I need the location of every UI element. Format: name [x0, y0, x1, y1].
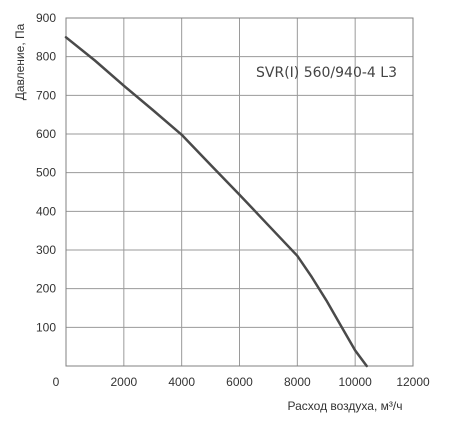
y-tick-label-8: 900 — [36, 11, 56, 25]
y-tick-label-4: 500 — [36, 166, 56, 180]
y-axis-ticks: 100 200 300 400 500 600 700 800 900 — [36, 11, 56, 334]
y-tick-label-5: 600 — [36, 127, 56, 141]
y-tick-label-6: 700 — [36, 88, 56, 102]
x-tick-label-4: 8000 — [284, 375, 311, 389]
x-tick-label-2: 4000 — [168, 375, 195, 389]
chart-grid — [66, 18, 413, 366]
y-axis-label: Давление, Па — [13, 23, 27, 100]
y-tick-label-2: 300 — [36, 243, 56, 257]
y-tick-label-3: 400 — [36, 204, 56, 218]
series-line — [64, 36, 368, 368]
x-axis-label: Расход воздуха, м³/ч — [288, 399, 403, 413]
x-tick-label-1: 2000 — [110, 375, 137, 389]
x-tick-label-5: 10000 — [338, 375, 372, 389]
x-tick-label-3: 6000 — [226, 375, 253, 389]
y-tick-label-7: 800 — [36, 50, 56, 64]
plot-frame — [65, 17, 414, 367]
x-tick-label-6: 12000 — [396, 375, 430, 389]
y-tick-label-0: 100 — [36, 320, 56, 334]
x-tick-label-0: 0 — [53, 375, 60, 389]
model-annotation: SVR(I) 560/940-4 L3 — [256, 65, 397, 81]
y-tick-label-1: 200 — [36, 282, 56, 296]
x-axis-ticks: 0 2000 4000 6000 8000 10000 12000 — [53, 375, 430, 389]
